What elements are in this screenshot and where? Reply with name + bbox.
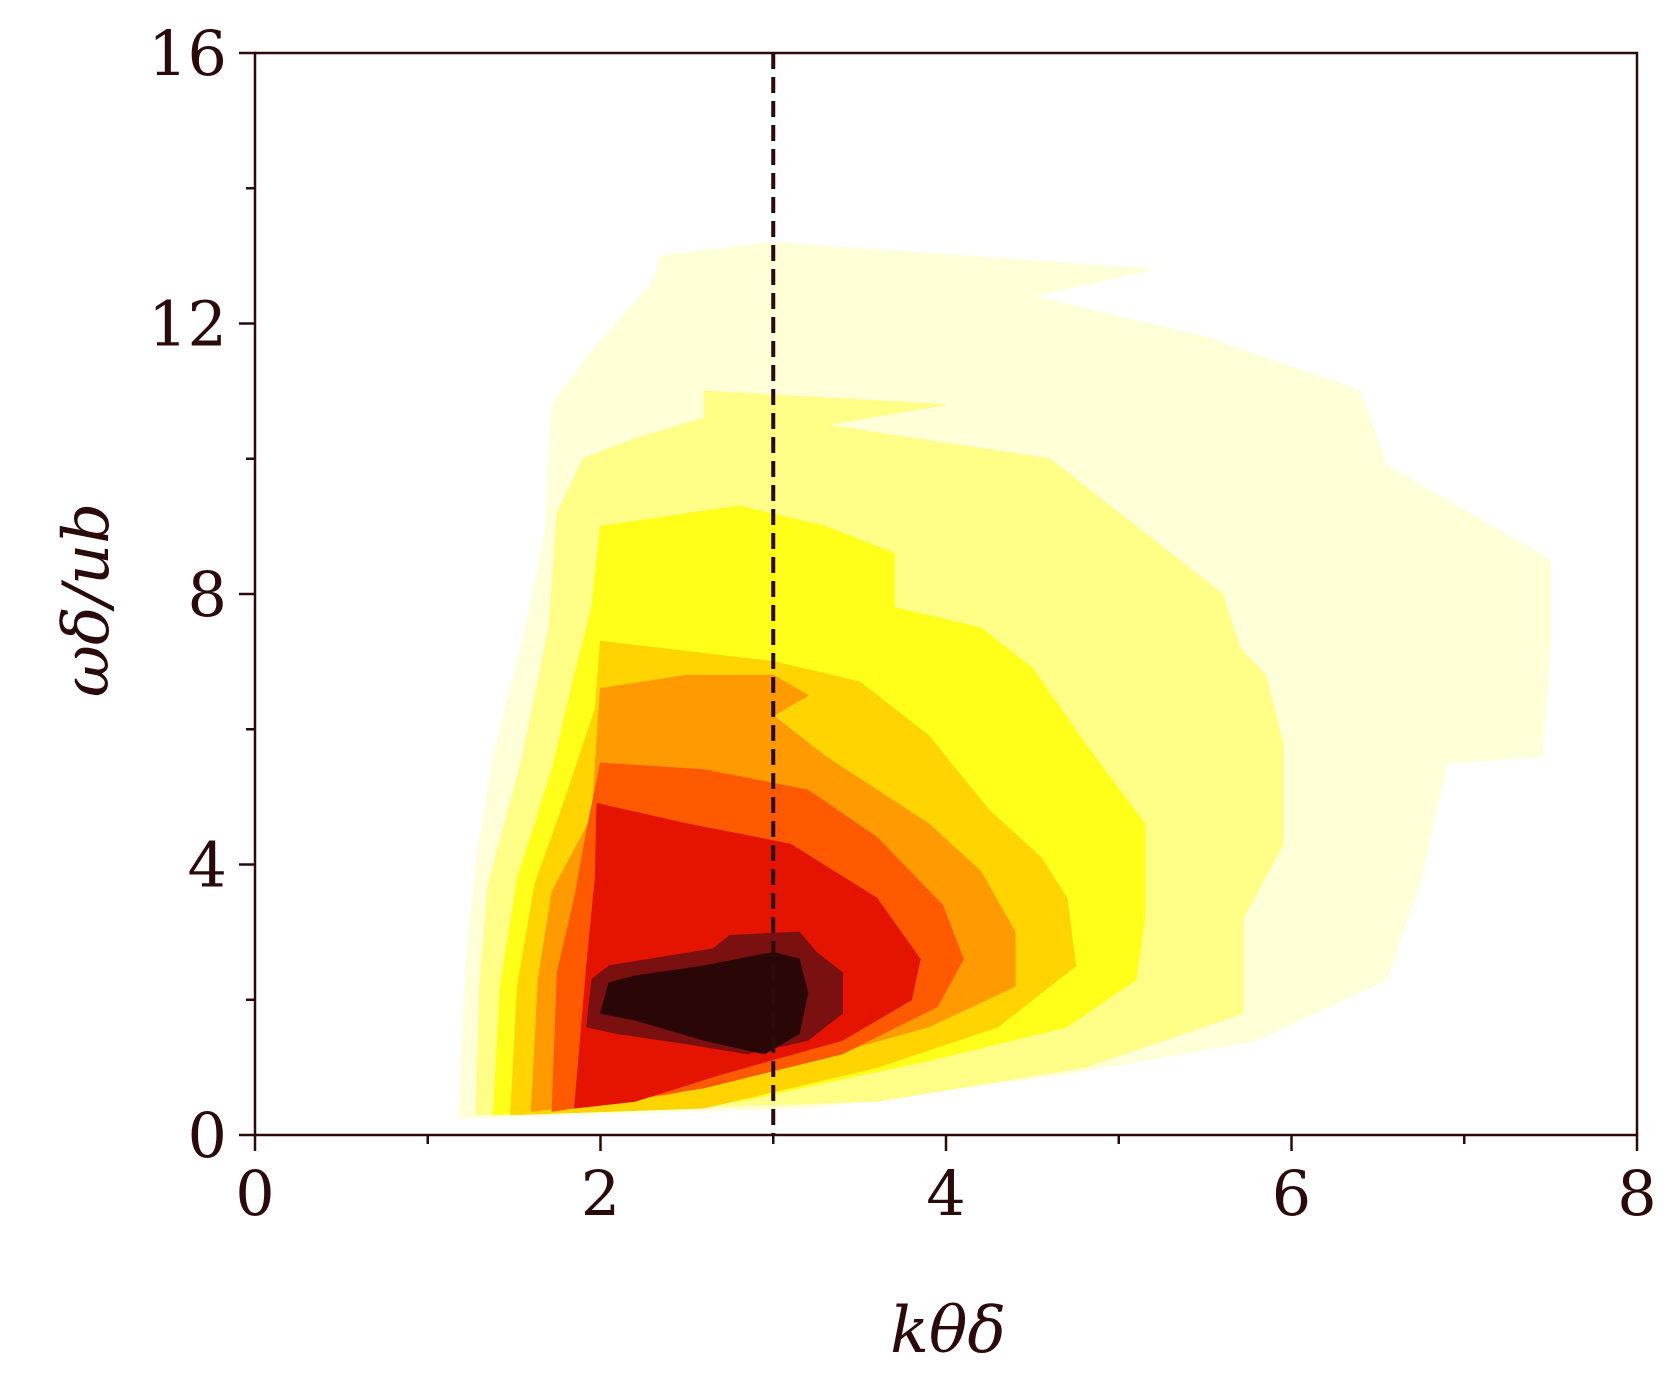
y-tick-label: 4 [188,829,227,902]
axis-ticks [239,51,1639,1151]
y-tick-label: 12 [148,288,227,361]
y-tick-label: 8 [188,558,227,631]
x-tick-label: 8 [1617,1157,1656,1230]
y-tick-label: 16 [148,17,227,90]
x-tick-label: 0 [235,1157,274,1230]
x-axis-label: kθδ [890,1294,1006,1368]
contour-fills [458,241,1552,1119]
x-tick-labels: 0 2 4 6 8 [235,1157,1656,1230]
y-tick-label: 0 [188,1099,227,1172]
contour-level-9 [599,951,809,1055]
x-tick-label: 6 [1272,1157,1311,1230]
y-axis-label: ωδ/ub [50,503,124,697]
x-tick-label: 2 [581,1157,620,1230]
y-tick-labels: 0 4 8 12 16 [148,17,227,1172]
x-tick-label: 4 [926,1157,965,1230]
